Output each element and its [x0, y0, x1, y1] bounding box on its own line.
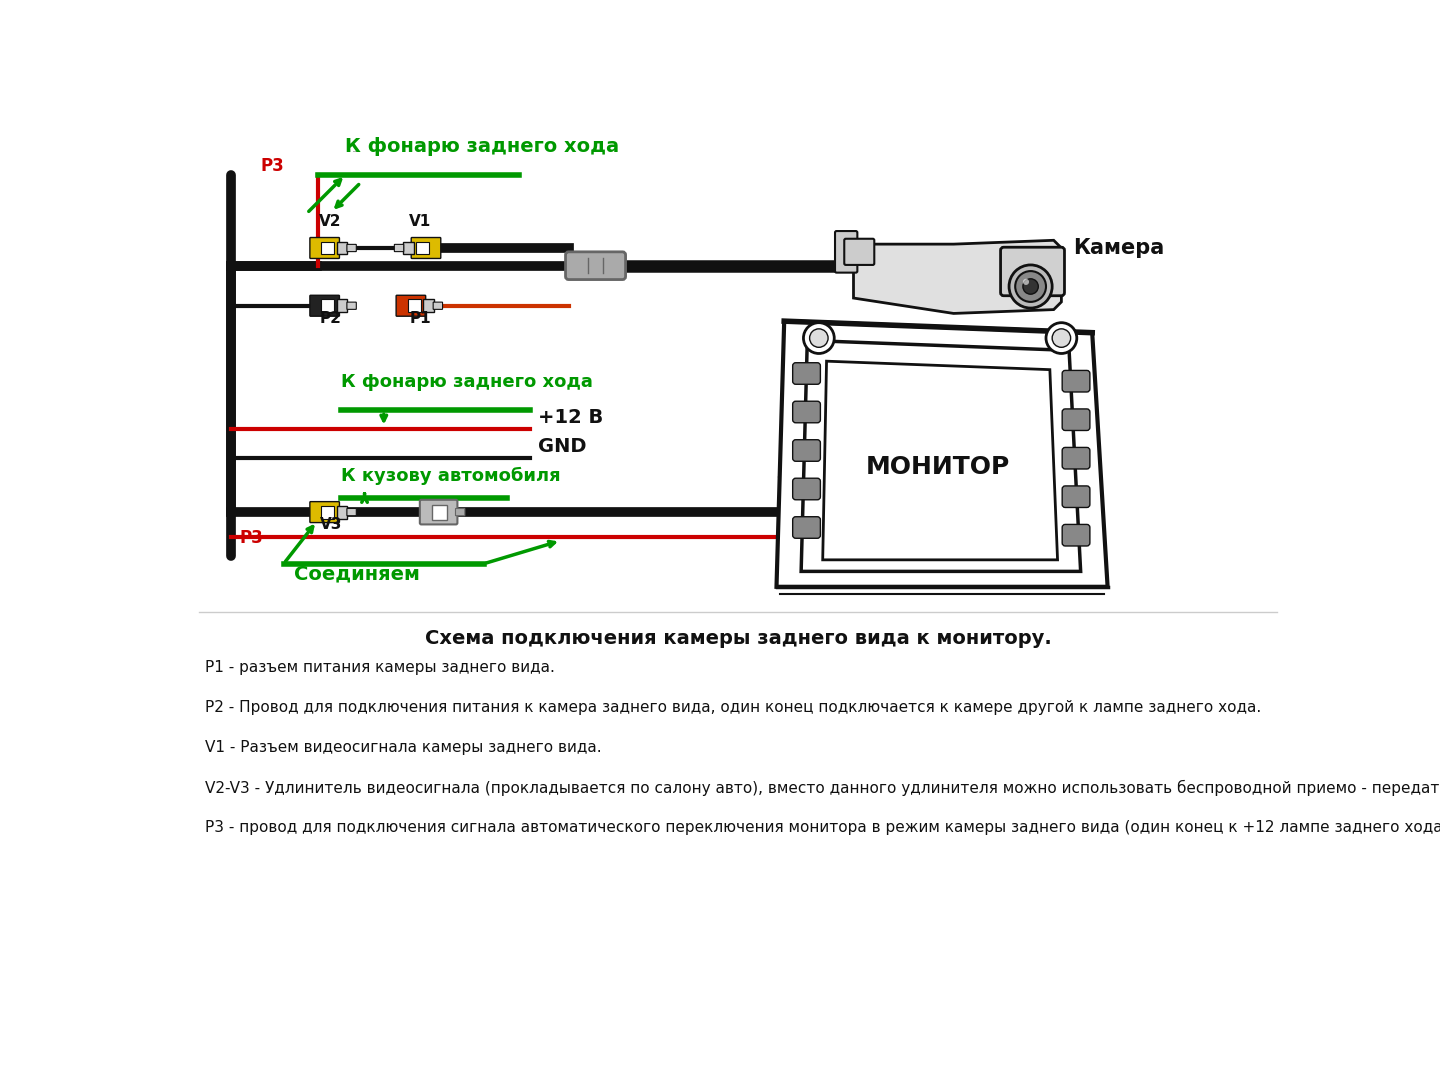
FancyBboxPatch shape	[395, 244, 403, 252]
FancyBboxPatch shape	[310, 502, 340, 522]
FancyBboxPatch shape	[423, 299, 433, 312]
FancyBboxPatch shape	[347, 244, 356, 252]
Circle shape	[1009, 265, 1053, 308]
FancyBboxPatch shape	[1063, 408, 1090, 431]
FancyBboxPatch shape	[792, 517, 821, 538]
Polygon shape	[822, 361, 1057, 560]
Text: P1: P1	[409, 311, 431, 326]
FancyBboxPatch shape	[566, 252, 625, 280]
Text: Схема подключения камеры заднего вида к монитору.: Схема подключения камеры заднего вида к …	[425, 629, 1051, 649]
Text: Камера: Камера	[1073, 238, 1164, 258]
Text: V1 - Разъем видеосигнала камеры заднего вида.: V1 - Разъем видеосигнала камеры заднего …	[204, 740, 602, 755]
Text: P2 - Провод для подключения питания к камера заднего вида, один конец подключает: P2 - Провод для подключения питания к ка…	[204, 700, 1261, 715]
Circle shape	[804, 323, 834, 354]
Circle shape	[1045, 323, 1077, 354]
Text: К фонарю заднего хода: К фонарю заднего хода	[341, 373, 593, 390]
FancyBboxPatch shape	[347, 508, 356, 516]
FancyBboxPatch shape	[420, 500, 458, 524]
FancyBboxPatch shape	[1063, 447, 1090, 468]
FancyBboxPatch shape	[1063, 524, 1090, 546]
FancyBboxPatch shape	[835, 232, 857, 272]
Text: GND: GND	[537, 437, 586, 456]
Text: МОНИТОР: МОНИТОР	[865, 456, 1011, 479]
FancyBboxPatch shape	[412, 238, 441, 258]
Circle shape	[1022, 279, 1030, 285]
Circle shape	[1022, 279, 1038, 294]
Text: V1: V1	[409, 214, 431, 229]
FancyBboxPatch shape	[347, 302, 356, 310]
Text: P3: P3	[261, 157, 284, 175]
Text: +12 В: +12 В	[537, 407, 603, 427]
Text: К фонарю заднего хода: К фонарю заднего хода	[346, 137, 619, 155]
Polygon shape	[854, 240, 1061, 313]
FancyBboxPatch shape	[403, 241, 415, 254]
FancyBboxPatch shape	[1063, 486, 1090, 507]
FancyBboxPatch shape	[321, 299, 334, 312]
FancyBboxPatch shape	[455, 508, 465, 516]
Text: P2: P2	[320, 311, 341, 326]
FancyBboxPatch shape	[310, 295, 340, 316]
Text: К кузову автомобиля: К кузову автомобиля	[341, 467, 562, 486]
Polygon shape	[801, 341, 1080, 571]
FancyBboxPatch shape	[432, 505, 448, 520]
FancyBboxPatch shape	[337, 241, 347, 254]
FancyBboxPatch shape	[337, 506, 347, 519]
FancyBboxPatch shape	[321, 241, 334, 254]
FancyBboxPatch shape	[844, 239, 874, 265]
Circle shape	[809, 329, 828, 347]
FancyBboxPatch shape	[396, 295, 426, 316]
FancyBboxPatch shape	[416, 241, 429, 254]
FancyBboxPatch shape	[433, 302, 442, 310]
Circle shape	[1053, 329, 1071, 347]
Text: P3: P3	[239, 528, 262, 547]
Text: Соединяем: Соединяем	[294, 564, 420, 583]
FancyBboxPatch shape	[1063, 371, 1090, 392]
FancyBboxPatch shape	[321, 506, 334, 519]
FancyBboxPatch shape	[792, 401, 821, 422]
Text: V2-V3 - Удлинитель видеосигнала (прокладывается по салону авто), вместо данного : V2-V3 - Удлинитель видеосигнала (проклад…	[204, 780, 1440, 796]
FancyBboxPatch shape	[792, 478, 821, 500]
Polygon shape	[776, 322, 1107, 586]
Text: P3 - провод для подключения сигнала автоматического переключения монитора в режи: P3 - провод для подключения сигнала авто…	[204, 820, 1440, 835]
FancyBboxPatch shape	[337, 299, 347, 312]
FancyBboxPatch shape	[792, 362, 821, 384]
FancyBboxPatch shape	[792, 440, 821, 461]
Text: V3: V3	[320, 517, 341, 532]
Text: V2: V2	[320, 214, 341, 229]
Text: P1 - разъем питания камеры заднего вида.: P1 - разъем питания камеры заднего вида.	[204, 660, 554, 675]
FancyBboxPatch shape	[1001, 248, 1064, 296]
FancyBboxPatch shape	[408, 299, 420, 312]
FancyBboxPatch shape	[310, 238, 340, 258]
Circle shape	[1015, 271, 1045, 302]
